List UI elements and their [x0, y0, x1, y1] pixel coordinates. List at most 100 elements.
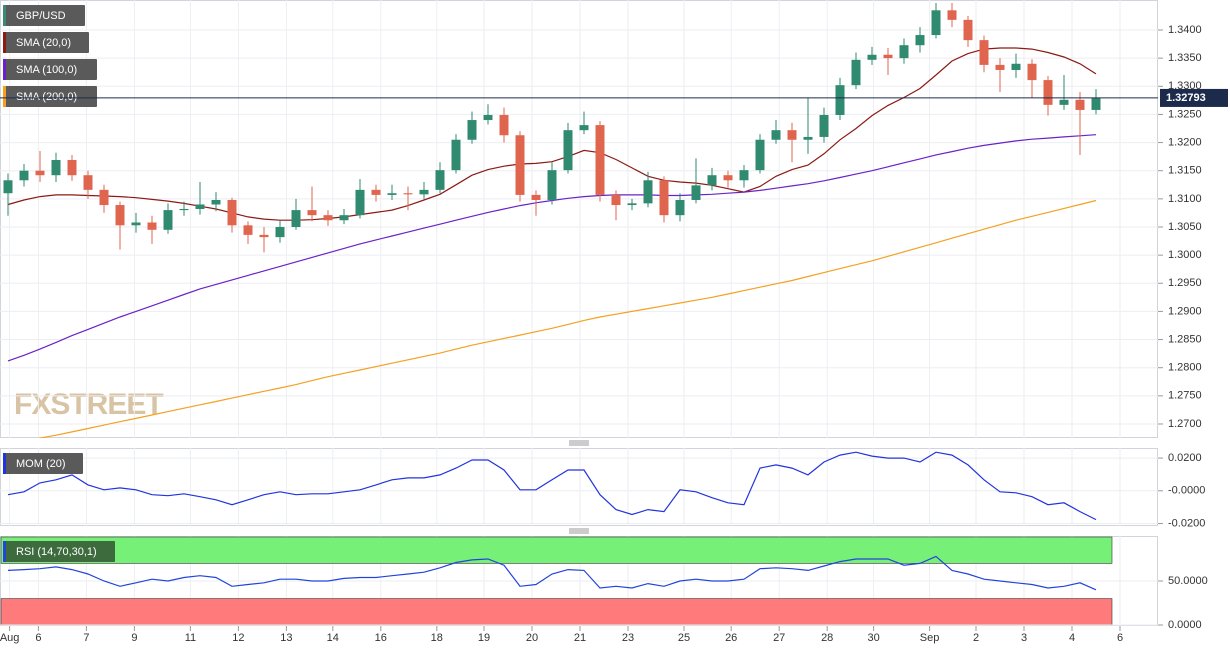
candle-body — [947, 10, 957, 20]
candle-body — [787, 130, 797, 140]
candle-body — [371, 189, 381, 195]
x-tick-label: 16 — [375, 632, 387, 644]
mom-panel — [0, 448, 1158, 526]
legend-box — [3, 32, 89, 53]
y-tick-label: 1.3400 — [1168, 24, 1202, 36]
candle-body — [83, 175, 93, 190]
x-tick-label: 3 — [1021, 632, 1027, 644]
candle-body — [1075, 99, 1085, 110]
x-tick-label: 11 — [185, 632, 196, 644]
candle-body — [707, 175, 717, 186]
candle-body — [755, 139, 765, 171]
y-tick-label: 1.3000 — [1168, 249, 1202, 261]
candle-body — [691, 185, 701, 200]
legend-label: SMA (20,0) — [16, 37, 71, 49]
x-tick-label: 21 — [574, 632, 586, 644]
x-tick-label: 23 — [622, 632, 634, 644]
y-tick-label: -0.0200 — [1168, 517, 1205, 529]
x-tick-label: 20 — [526, 632, 538, 644]
y-tick-label: 1.3150 — [1168, 165, 1202, 177]
x-tick-label: 6 — [35, 632, 41, 644]
candle-body — [403, 193, 413, 195]
legend-swatch — [3, 541, 6, 562]
x-tick-label: 25 — [678, 632, 690, 644]
y-tick-label: 1.3050 — [1168, 221, 1202, 233]
candle-body — [851, 59, 861, 86]
candle-body — [499, 114, 509, 136]
y-tick-label: 50.0000 — [1168, 575, 1208, 587]
legend-swatch — [3, 59, 6, 80]
legend-box — [3, 541, 115, 562]
y-tick-label: 1.3350 — [1168, 52, 1202, 64]
watermark: FXSTREET — [14, 388, 163, 421]
candle-body — [339, 215, 349, 221]
candle-body — [1027, 63, 1037, 81]
plot-area — [0, 536, 1158, 626]
x-tick-label: 2 — [973, 632, 979, 644]
candle-body — [659, 180, 669, 216]
x-tick-label: 6 — [1117, 632, 1123, 644]
candle-body — [963, 19, 973, 41]
candle-body — [19, 170, 29, 181]
indicator-line — [7, 555, 1097, 591]
y-tick-label: 1.3200 — [1168, 136, 1202, 148]
y-tick-label: 1.2750 — [1168, 390, 1202, 402]
legend-box — [3, 453, 83, 474]
y-tick-label: 1.2900 — [1168, 305, 1202, 317]
x-tick-label: 26 — [725, 632, 737, 644]
candle-body — [675, 199, 685, 216]
candle-body — [931, 10, 941, 36]
legend-item: SMA (200,0) — [3, 86, 97, 107]
legend-swatch — [3, 453, 6, 474]
candle-body — [803, 136, 813, 140]
legend-box — [3, 5, 85, 26]
candle-body — [579, 125, 589, 131]
candle-body — [355, 189, 365, 216]
candle-body — [979, 40, 989, 65]
candle-body — [467, 120, 477, 140]
candle-body — [67, 160, 77, 176]
y-tick-label: 0.0200 — [1168, 452, 1202, 464]
plot-area — [0, 451, 1158, 525]
x-tick-label: 9 — [131, 632, 137, 644]
candle-body — [419, 189, 429, 195]
legend-swatch — [3, 86, 6, 107]
candle-body — [899, 45, 909, 59]
candle-body — [179, 208, 189, 211]
candle-body — [163, 210, 173, 230]
panel-handle[interactable] — [569, 440, 589, 446]
candle-body — [211, 199, 221, 205]
candle-body — [515, 135, 525, 195]
candle-body — [1011, 63, 1021, 70]
candle-body — [723, 175, 733, 181]
x-tick-label: Aug — [0, 632, 19, 644]
y-tick-label: 1.2950 — [1168, 277, 1202, 289]
indicator-line — [7, 451, 1097, 521]
candle-body — [883, 54, 893, 59]
candle-body — [1043, 80, 1053, 105]
last-price-tag: 1.32793 — [1166, 92, 1206, 104]
candle-body — [995, 64, 1005, 70]
candle-body — [307, 210, 317, 216]
candle-body — [819, 114, 829, 137]
x-tick-label: 7 — [83, 632, 89, 644]
legend-item: GBP/USD — [3, 5, 85, 26]
candle-body — [835, 85, 845, 115]
panel-handle[interactable] — [569, 528, 589, 534]
candle-body — [275, 226, 285, 238]
legend-label: MOM (20) — [16, 458, 66, 470]
legend-label: SMA (200,0) — [16, 91, 77, 103]
candle-body — [227, 199, 237, 226]
legend-swatch — [3, 5, 6, 26]
candle-body — [739, 170, 749, 181]
candle-body — [291, 210, 301, 227]
legend-label: RSI (14,70,30,1) — [16, 546, 97, 558]
x-tick-label: 18 — [431, 632, 443, 644]
legend-label: SMA (100,0) — [16, 64, 77, 76]
candle-body — [547, 170, 557, 200]
y-tick-label: 1.2800 — [1168, 362, 1202, 374]
indicator-line — [37, 199, 1097, 438]
x-tick-label: 28 — [821, 632, 833, 644]
candle-body — [1091, 98, 1101, 110]
